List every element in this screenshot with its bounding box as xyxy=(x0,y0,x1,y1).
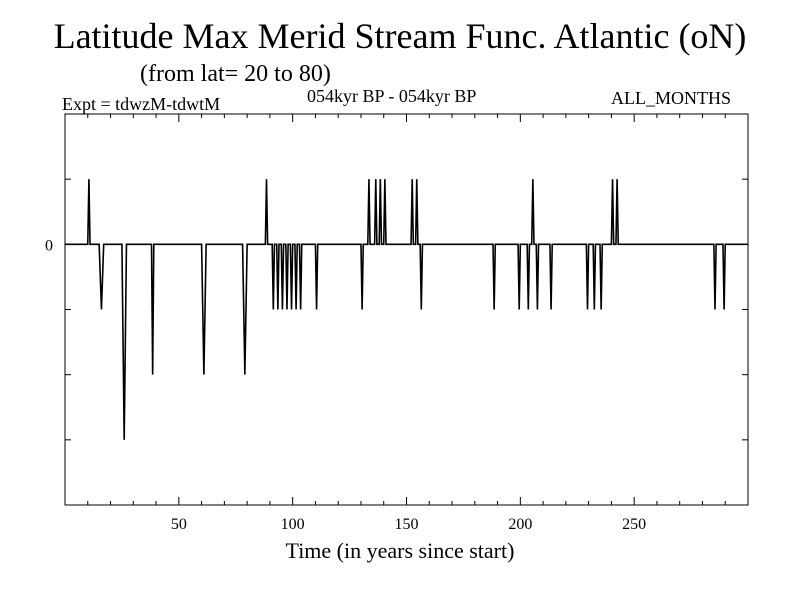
y-tick-label: 0 xyxy=(45,237,53,254)
plot-frame xyxy=(64,113,749,506)
chart-subtitle: (from lat= 20 to 80) xyxy=(140,61,331,87)
chart-title: Latitude Max Merid Stream Func. Atlantic… xyxy=(53,16,747,56)
x-tick-label: 50 xyxy=(171,516,187,533)
series-group xyxy=(65,179,748,440)
months-label: ALL_MONTHS xyxy=(611,88,731,108)
axis-ticks xyxy=(65,114,748,505)
x-tick-label: 150 xyxy=(395,516,419,533)
experiment-label: Expt = tdwzM-tdwtM xyxy=(62,94,221,114)
x-tick-label: 100 xyxy=(281,516,305,533)
series-line xyxy=(65,179,748,440)
period-label: 054kyr BP - 054kyr BP xyxy=(307,86,477,106)
x-tick-label: 250 xyxy=(622,516,646,533)
x-tick-label: 200 xyxy=(508,516,532,533)
x-axis-label: Time (in years since start) xyxy=(285,538,515,563)
axis-tick-labels: 50 100 150 200 250 0 xyxy=(45,237,646,533)
